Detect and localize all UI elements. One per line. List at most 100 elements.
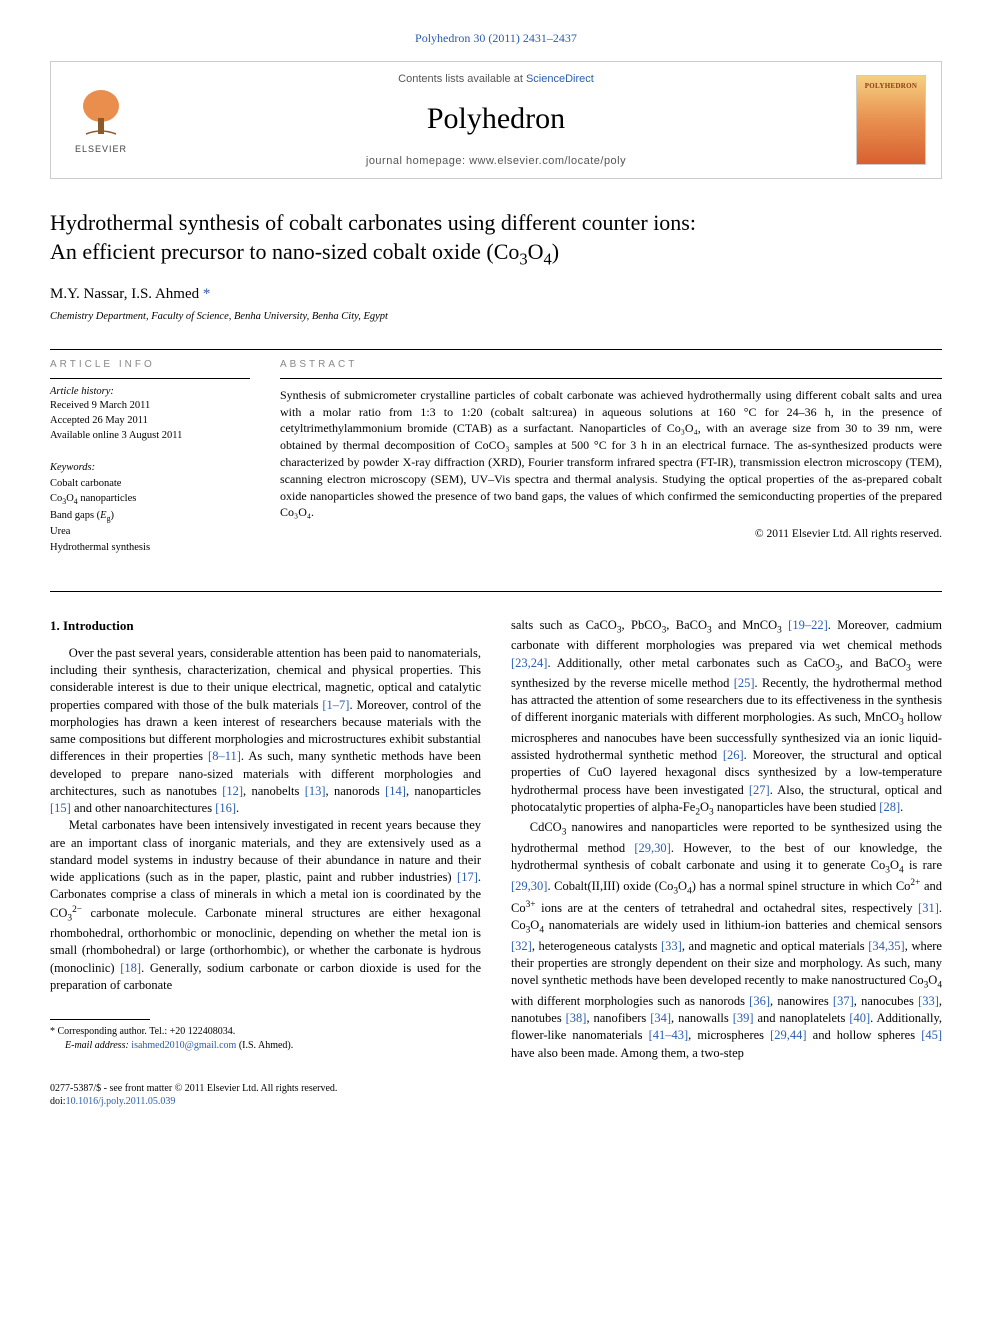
- keyword-item: Hydrothermal synthesis: [50, 540, 250, 555]
- ref-link[interactable]: [25]: [734, 676, 755, 690]
- ref-link[interactable]: [31]: [918, 901, 939, 915]
- journal-banner: ELSEVIER Contents lists available at Sci…: [50, 61, 942, 179]
- ref-link[interactable]: [41–43]: [649, 1028, 689, 1042]
- authors-line: M.Y. Nassar, I.S. Ahmed *: [50, 284, 942, 304]
- ref-link[interactable]: [28]: [879, 800, 900, 814]
- ref-link[interactable]: [16]: [215, 801, 236, 815]
- footer-doi-line: doi:10.1016/j.poly.2011.05.039: [50, 1095, 337, 1109]
- keyword-item: Urea: [50, 524, 250, 539]
- ref-link[interactable]: [32]: [511, 939, 532, 953]
- homepage-prefix: journal homepage:: [366, 155, 469, 167]
- body-paragraph: salts such as CaCO3, PbCO3, BaCO3 and Mn…: [511, 617, 942, 820]
- ref-link[interactable]: [34,35]: [868, 939, 904, 953]
- publisher-logo: ELSEVIER: [66, 80, 136, 160]
- footer-left: 0277-5387/$ - see front matter © 2011 El…: [50, 1082, 337, 1109]
- article-info-heading: article info: [50, 350, 250, 378]
- ref-link[interactable]: [34]: [650, 1011, 671, 1025]
- ref-link[interactable]: [38]: [566, 1011, 587, 1025]
- title-mid: O: [528, 239, 544, 264]
- journal-name: Polyhedron: [136, 99, 856, 140]
- page-footer: 0277-5387/$ - see front matter © 2011 El…: [50, 1082, 942, 1109]
- publisher-name: ELSEVIER: [75, 143, 127, 155]
- keyword-item: Co3O4 nanoparticles: [50, 491, 250, 508]
- citation-link[interactable]: Polyhedron 30 (2011) 2431–2437: [415, 31, 577, 45]
- ref-link[interactable]: [39]: [733, 1011, 754, 1025]
- corresponding-author-marker[interactable]: *: [203, 286, 211, 302]
- authors: M.Y. Nassar, I.S. Ahmed: [50, 286, 199, 302]
- doi-prefix: doi:: [50, 1096, 66, 1107]
- info-abstract-row: article info Article history: Received 9…: [50, 350, 942, 561]
- body-columns: 1. Introduction Over the past several ye…: [50, 617, 942, 1062]
- ref-link[interactable]: [36]: [749, 994, 770, 1008]
- keywords-list: Cobalt carbonate Co3O4 nanoparticles Ban…: [50, 476, 250, 555]
- homepage-url: www.elsevier.com/locate/poly: [469, 155, 626, 167]
- doi-link[interactable]: 10.1016/j.poly.2011.05.039: [66, 1096, 176, 1107]
- body-left-column: 1. Introduction Over the past several ye…: [50, 617, 481, 1062]
- title-post: ): [552, 239, 559, 264]
- body-paragraph: CdCO3 nanowires and nanoparticles were r…: [511, 819, 942, 1062]
- keywords-label: Keywords:: [50, 461, 250, 476]
- received-date: Received 9 March 2011: [50, 399, 250, 414]
- ref-link[interactable]: [1–7]: [322, 698, 349, 712]
- title-sub2: 4: [544, 249, 552, 268]
- email-link[interactable]: isahmed2010@gmail.com: [131, 1040, 236, 1051]
- ref-link[interactable]: [18]: [120, 961, 141, 975]
- ref-link[interactable]: [27]: [749, 783, 770, 797]
- ref-link[interactable]: [14]: [385, 784, 406, 798]
- keyword-item: Band gaps (Eg): [50, 508, 250, 525]
- footnote-rule: [50, 1019, 150, 1020]
- contents-line: Contents lists available at ScienceDirec…: [136, 72, 856, 87]
- ref-link[interactable]: [29,30]: [511, 880, 547, 894]
- ref-link[interactable]: [37]: [833, 994, 854, 1008]
- abstract-heading: abstract: [280, 350, 942, 378]
- ref-link[interactable]: [8–11]: [208, 749, 241, 763]
- article-history-block: Article history: Received 9 March 2011 A…: [50, 379, 250, 450]
- abstract-text: Synthesis of submicrometer crystalline p…: [280, 379, 942, 521]
- ref-link[interactable]: [45]: [921, 1028, 942, 1042]
- ref-link[interactable]: [40]: [849, 1011, 870, 1025]
- footer-copyright: 0277-5387/$ - see front matter © 2011 El…: [50, 1082, 337, 1096]
- corr-author-email-line: E-mail address: isahmed2010@gmail.com (I…: [50, 1039, 481, 1053]
- corresponding-author-footnote: * Corresponding author. Tel.: +20 122408…: [50, 1025, 481, 1053]
- article-info-column: article info Article history: Received 9…: [50, 350, 250, 561]
- ref-link[interactable]: [17]: [457, 870, 478, 884]
- ref-link[interactable]: [12]: [222, 784, 243, 798]
- sciencedirect-link[interactable]: ScienceDirect: [526, 73, 594, 85]
- keywords-block: Keywords: Cobalt carbonate Co3O4 nanopar…: [50, 449, 250, 560]
- ref-link[interactable]: [26]: [723, 748, 744, 762]
- abstract-column: abstract Synthesis of submicrometer crys…: [280, 350, 942, 561]
- journal-cover: POLYHEDRON: [856, 75, 926, 165]
- citation-header: Polyhedron 30 (2011) 2431–2437: [50, 30, 942, 46]
- body-paragraph: Over the past several years, considerabl…: [50, 645, 481, 818]
- email-suffix: (I.S. Ahmed).: [236, 1040, 293, 1051]
- contents-prefix: Contents lists available at: [398, 73, 526, 85]
- rule-body-top: [50, 591, 942, 592]
- ref-link[interactable]: [29,44]: [770, 1028, 806, 1042]
- ref-link[interactable]: [13]: [305, 784, 326, 798]
- ref-link[interactable]: [33]: [918, 994, 939, 1008]
- online-date: Available online 3 August 2011: [50, 429, 250, 444]
- title-line2-pre: An efficient precursor to nano-sized cob…: [50, 239, 519, 264]
- section-1-heading: 1. Introduction: [50, 617, 481, 635]
- title-sub1: 3: [519, 249, 527, 268]
- affiliation: Chemistry Department, Faculty of Science…: [50, 310, 942, 324]
- elsevier-tree-icon: [76, 86, 126, 141]
- accepted-date: Accepted 26 May 2011: [50, 414, 250, 429]
- ref-link[interactable]: [19–22]: [788, 618, 828, 632]
- banner-center: Contents lists available at ScienceDirec…: [136, 72, 856, 168]
- history-label: Article history:: [50, 385, 250, 400]
- email-label: E-mail address:: [65, 1040, 131, 1051]
- article-title: Hydrothermal synthesis of cobalt carbona…: [50, 209, 942, 269]
- ref-link[interactable]: [23,24]: [511, 656, 547, 670]
- homepage-line: journal homepage: www.elsevier.com/locat…: [136, 154, 856, 169]
- body-paragraph: Metal carbonates have been intensively i…: [50, 817, 481, 994]
- keyword-item: Cobalt carbonate: [50, 476, 250, 491]
- ref-link[interactable]: [29,30]: [634, 841, 670, 855]
- corr-author-tel: * Corresponding author. Tel.: +20 122408…: [50, 1025, 481, 1039]
- body-right-column: salts such as CaCO3, PbCO3, BaCO3 and Mn…: [511, 617, 942, 1062]
- title-line1: Hydrothermal synthesis of cobalt carbona…: [50, 210, 696, 235]
- ref-link[interactable]: [15]: [50, 801, 71, 815]
- cover-label: POLYHEDRON: [865, 82, 918, 91]
- abstract-copyright: © 2011 Elsevier Ltd. All rights reserved…: [280, 527, 942, 543]
- ref-link[interactable]: [33]: [661, 939, 682, 953]
